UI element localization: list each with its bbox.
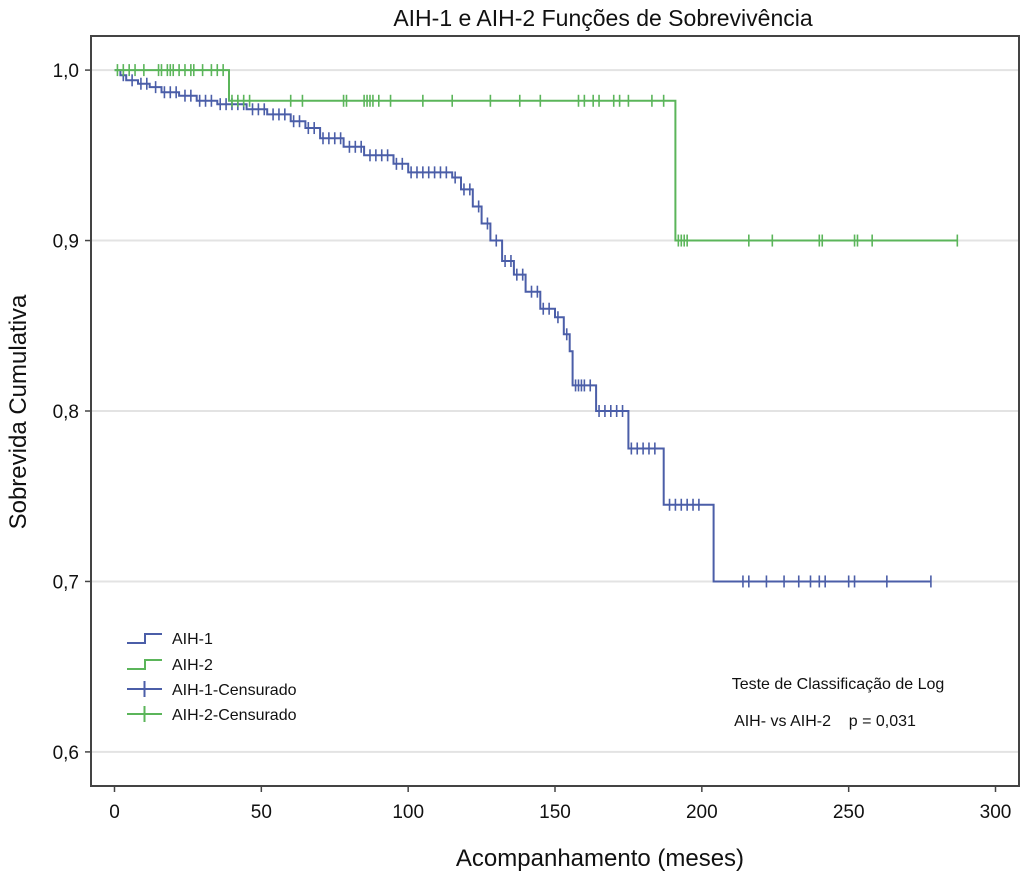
- log-rank-test-title: Teste de Classificação de Log: [732, 676, 945, 693]
- log-rank-test-result: AIH- vs AIH-2 p = 0,031: [734, 713, 916, 730]
- legend-step-swatch: [127, 659, 162, 670]
- x-axis-label: Acompanhamento (meses): [456, 845, 744, 872]
- legend: AIH-1 AIH-2 AIH-1-Censurado AIH-2-Censurado: [127, 631, 297, 724]
- legend-label: AIH-2: [172, 657, 213, 674]
- legend-label: AIH-1: [172, 631, 213, 648]
- axes: 0,6 0,7 0,8 0,9 1,0 0 50 100 150 200 250 300: [53, 61, 1012, 823]
- legend-label: AIH-1-Censurado: [172, 682, 297, 699]
- x-tick-label: 0: [109, 802, 120, 823]
- x-tick-label: 100: [392, 802, 424, 823]
- y-tick-label: 0,7: [53, 572, 79, 593]
- chart-title: AIH-1 e AIH-2 Funções de Sobrevivência: [393, 5, 813, 31]
- series-layer: [114, 64, 959, 588]
- aih-1-curve: [114, 69, 931, 583]
- x-tick-label: 150: [539, 802, 571, 823]
- y-tick-label: 0,8: [53, 402, 79, 423]
- legend-label: AIH-2-Censurado: [172, 707, 297, 724]
- y-tick-label: 0,9: [53, 232, 79, 253]
- x-tick-label: 250: [833, 802, 865, 823]
- x-tick-label: 300: [980, 802, 1012, 823]
- x-tick-label: 50: [251, 802, 272, 823]
- legend-step-swatch: [127, 633, 162, 644]
- y-axis-label: Sobrevida Cumulativa: [5, 294, 32, 529]
- x-tick-label: 200: [686, 802, 718, 823]
- y-tick-label: 0,6: [53, 743, 79, 764]
- y-tick-label: 1,0: [53, 61, 79, 82]
